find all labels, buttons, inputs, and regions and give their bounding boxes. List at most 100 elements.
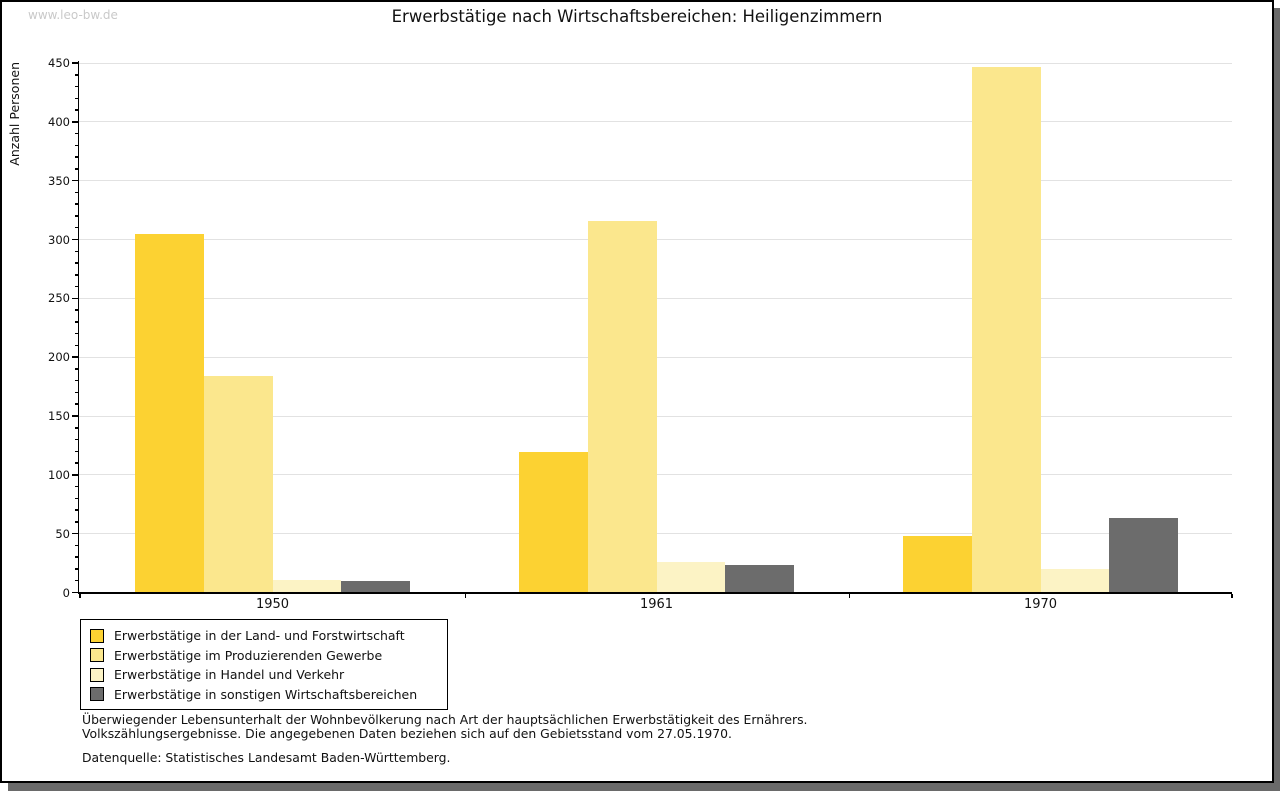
y-tick-label-50: 50 <box>55 526 70 541</box>
x-axis-tick-2 <box>848 593 850 598</box>
legend-swatch-4 <box>90 687 104 702</box>
bar-1961-series-1 <box>519 452 588 593</box>
y-major-tick-300 <box>72 238 79 241</box>
y-minor-tick-240 <box>75 309 79 311</box>
y-minor-tick-160 <box>75 403 79 405</box>
y-minor-tick-270 <box>75 274 79 276</box>
legend-swatch-2 <box>90 648 104 663</box>
bar-1970-series-2 <box>971 66 1041 593</box>
y-minor-tick-140 <box>75 427 79 429</box>
x-tick-label-1961: 1961 <box>639 597 674 612</box>
x-axis-tick-3 <box>1231 593 1233 598</box>
x-tick-label-1950: 1950 <box>255 597 290 612</box>
y-tick-label-300: 300 <box>48 232 70 247</box>
y-major-tick-400 <box>72 121 79 123</box>
y-major-tick-150 <box>72 415 79 417</box>
data-source-note: Datenquelle: Statistisches Landesamt Bad… <box>82 750 451 765</box>
y-tick-label-450: 450 <box>48 56 70 70</box>
y-minor-tick-80 <box>75 497 79 500</box>
bar-1950-series-4 <box>341 580 410 593</box>
y-major-tick-450 <box>72 62 79 64</box>
legend-box: Erwerbstätige in der Land- und Forstwirt… <box>80 619 448 710</box>
footnote-line-1: Überwiegender Lebensunterhalt der Wohnbe… <box>82 712 808 727</box>
y-minor-tick-190 <box>75 368 79 370</box>
y-minor-tick-410 <box>75 109 79 111</box>
y-tick-label-400: 400 <box>48 114 70 129</box>
bar-1961-series-4 <box>725 565 794 593</box>
y-minor-tick-130 <box>75 438 79 441</box>
legend-swatch-1 <box>90 628 104 643</box>
y-tick-label-150: 150 <box>48 409 70 423</box>
legend-label-2: Erwerbstätige im Produzierenden Gewerbe <box>114 647 383 663</box>
x-axis-line <box>77 591 1232 594</box>
y-major-tick-0 <box>72 591 79 594</box>
y-minor-tick-340 <box>75 191 79 194</box>
y-minor-tick-420 <box>75 97 79 100</box>
y-minor-tick-290 <box>75 250 79 253</box>
y-minor-tick-90 <box>75 485 79 488</box>
x-axis-tick-0 <box>79 593 81 598</box>
y-tick-label-250: 250 <box>48 291 70 306</box>
y-minor-tick-170 <box>75 391 79 394</box>
y-minor-tick-280 <box>75 262 79 264</box>
bar-1950-series-1 <box>135 233 204 593</box>
chart-title: Erwerbstätige nach Wirtschaftsbereichen:… <box>391 7 883 26</box>
legend-swatch-3 <box>90 667 104 682</box>
y-minor-tick-120 <box>75 450 79 453</box>
y-major-tick-250 <box>72 297 79 300</box>
x-tick-label-1970: 1970 <box>1023 597 1058 612</box>
y-major-tick-100 <box>72 474 79 476</box>
y-axis-line <box>77 61 79 594</box>
plot-area: 0 50 100 150 200 250 300 350 400 450 1950 1961 1970 <box>2 2 1272 781</box>
y-minor-tick-370 <box>75 156 79 158</box>
y-minor-tick-330 <box>75 203 79 205</box>
y-major-tick-350 <box>72 179 79 182</box>
y-major-tick-50 <box>72 532 79 535</box>
bar-1970-series-3 <box>1040 568 1110 593</box>
card-shadow-right <box>1274 8 1280 791</box>
gridline-450 <box>79 62 1232 64</box>
legend-item-4: Erwerbstätige in sonstigen Wirtschaftsbe… <box>90 685 447 705</box>
y-tick-label-200: 200 <box>48 350 70 365</box>
legend-item-2: Erwerbstätige im Produzierenden Gewerbe <box>90 646 447 666</box>
footnote-line-2: Volkszählungsergebnisse. Die angegebenen… <box>82 725 732 741</box>
bar-1970-series-4 <box>1109 518 1178 593</box>
legend-label-3: Erwerbstätige in Handel und Verkehr <box>114 667 345 683</box>
y-minor-tick-260 <box>75 285 79 288</box>
legend-label-1: Erwerbstätige in der Land- und Forstwirt… <box>114 628 405 644</box>
y-minor-tick-430 <box>75 85 79 88</box>
y-minor-tick-30 <box>75 556 79 558</box>
y-minor-tick-380 <box>75 144 79 147</box>
y-major-tick-200 <box>72 356 79 358</box>
bar-1961-series-2 <box>587 220 657 593</box>
card-shadow-bottom <box>8 783 1280 791</box>
bar-1950-series-3 <box>272 579 342 593</box>
legend-label-4: Erwerbstätige in sonstigen Wirtschaftsbe… <box>114 686 418 702</box>
y-minor-tick-40 <box>75 544 79 547</box>
x-axis-tick-1 <box>464 593 466 598</box>
y-minor-tick-210 <box>75 344 79 347</box>
bar-1950-series-2 <box>203 375 273 593</box>
y-tick-label-350: 350 <box>48 173 70 188</box>
y-minor-tick-180 <box>75 379 79 382</box>
y-tick-label-100: 100 <box>48 467 70 482</box>
legend-item-3: Erwerbstätige in Handel und Verkehr <box>90 665 447 685</box>
bar-1961-series-3 <box>656 561 726 593</box>
watermark: www.leo-bw.de <box>28 8 118 22</box>
bar-1970-series-1 <box>903 536 972 593</box>
y-minor-tick-390 <box>75 132 79 135</box>
y-minor-tick-10 <box>75 579 79 582</box>
y-minor-tick-220 <box>75 332 79 335</box>
y-minor-tick-440 <box>75 74 79 76</box>
y-minor-tick-20 <box>75 568 79 570</box>
y-minor-tick-60 <box>75 521 79 523</box>
gridline-350 <box>79 180 1232 182</box>
y-tick-label-0: 0 <box>62 585 70 600</box>
legend-item-1: Erwerbstätige in der Land- und Forstwirt… <box>90 626 447 646</box>
footnotes: Überwiegender Lebensunterhalt der Wohnbe… <box>82 713 807 740</box>
gridline-400 <box>79 121 1232 123</box>
y-minor-tick-320 <box>75 215 79 217</box>
y-minor-tick-70 <box>75 509 79 511</box>
